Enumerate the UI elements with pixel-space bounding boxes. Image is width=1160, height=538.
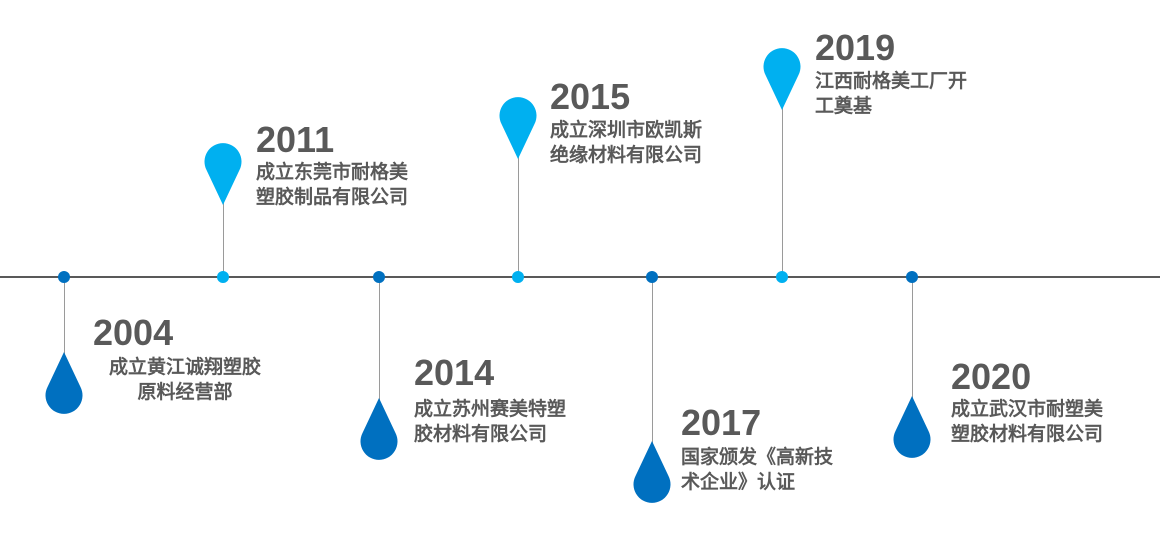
- water-drop-icon: [633, 441, 671, 503]
- event-description-line: 成立东莞市耐格美: [256, 162, 409, 183]
- event-description-line: 成立深圳市欧凯斯: [550, 120, 703, 141]
- event-year: 2011: [256, 119, 335, 160]
- event-description-line: 胶材料有限公司: [414, 424, 548, 445]
- timeline-axis: [0, 276, 1160, 278]
- connector-line: [652, 277, 653, 445]
- event-description: 成立深圳市欧凯斯 绝缘材料有限公司: [550, 118, 702, 168]
- timeline-dot: [776, 271, 788, 283]
- event-description-line: 成立武汉市耐塑美: [951, 399, 1104, 420]
- event-year: 2014: [414, 352, 495, 393]
- map-pin-icon: [763, 48, 801, 110]
- connector-line: [379, 277, 380, 402]
- timeline-dot: [646, 271, 658, 283]
- event-description: 成立东莞市耐格美 塑胶制品有限公司: [256, 160, 408, 210]
- water-drop-icon: [360, 398, 398, 460]
- water-drop-icon: [893, 396, 931, 458]
- timeline-dot: [58, 271, 70, 283]
- timeline-dot: [512, 271, 524, 283]
- event-description-line: 塑胶制品有限公司: [256, 187, 409, 208]
- timeline-dot: [373, 271, 385, 283]
- connector-line: [782, 106, 783, 277]
- event-description: 国家颁发《高新技 术企业》认证: [681, 445, 833, 495]
- timeline-dot: [906, 271, 918, 283]
- event-description-line: 成立苏州赛美特塑: [414, 399, 567, 420]
- event-description: 成立武汉市耐塑美 塑胶材料有限公司: [951, 397, 1103, 447]
- connector-line: [518, 155, 519, 277]
- event-year: 2019: [815, 27, 896, 68]
- connector-line: [223, 201, 224, 277]
- timeline-dot: [217, 271, 229, 283]
- water-drop-icon: [45, 352, 83, 414]
- event-description-line: 工奠基: [815, 96, 873, 117]
- event-year: 2004: [93, 312, 174, 353]
- event-description-line: 国家颁发《高新技: [681, 447, 834, 468]
- event-year: 2020: [951, 356, 1032, 397]
- event-description: 成立苏州赛美特塑 胶材料有限公司: [414, 397, 566, 447]
- event-description-line: 术企业》认证: [681, 472, 796, 493]
- event-description-line: 江西耐格美工厂开: [815, 71, 968, 92]
- event-year: 2017: [681, 402, 762, 443]
- event-description: 成立黄江诚翔塑胶 原料经营部: [100, 355, 270, 405]
- event-description-line: 成立黄江诚翔塑胶: [108, 357, 261, 378]
- connector-line: [64, 277, 65, 356]
- event-year: 2015: [550, 76, 631, 117]
- event-description-line: 原料经营部: [137, 382, 233, 403]
- event-description-line: 塑胶材料有限公司: [951, 424, 1104, 445]
- map-pin-icon: [204, 143, 242, 205]
- map-pin-icon: [499, 97, 537, 159]
- connector-line: [912, 277, 913, 400]
- event-description: 江西耐格美工厂开 工奠基: [815, 69, 967, 119]
- event-description-line: 绝缘材料有限公司: [550, 145, 703, 166]
